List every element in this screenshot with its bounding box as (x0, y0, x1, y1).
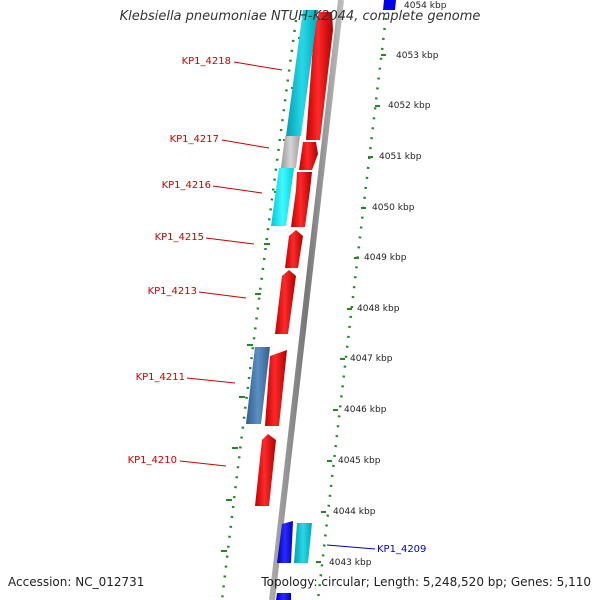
scale-label: 4050 kbp (372, 203, 415, 213)
gene-label-kp1-4209[interactable]: KP1_4209 (377, 544, 426, 555)
scale-label: 4043 kbp (329, 558, 372, 568)
gene-label-kp1-4215[interactable]: KP1_4215 (155, 232, 204, 243)
gene-feature-4209 (277, 521, 293, 563)
gene-label-kp1-4213[interactable]: KP1_4213 (148, 286, 197, 297)
gene-label-kp1-4216[interactable]: KP1_4216 (162, 180, 211, 191)
gene-feature-4216 (271, 168, 294, 226)
gene-feature-bottom-blue (276, 593, 291, 600)
gene-feature-4209-cyan (294, 523, 312, 563)
outer-ring-ticks (316, 54, 386, 563)
scale-label: 4052 kbp (388, 101, 431, 111)
gene-feature-4211 (246, 347, 270, 424)
scale-label: 4051 kbp (379, 152, 422, 162)
cds-feature-4216 (291, 172, 312, 227)
gene-feature-top-blue (383, 0, 396, 10)
accession-label: Accession: NC_012731 (8, 575, 145, 589)
gene-label-kp1-4217[interactable]: KP1_4217 (170, 134, 219, 145)
inner-ring-ticks (221, 37, 304, 552)
gene-label-kp1-4210[interactable]: KP1_4210 (128, 455, 177, 466)
gene-leader-lines (179, 61, 376, 550)
cds-feature-4212 (265, 350, 287, 426)
scale-label: 4044 kbp (333, 507, 376, 517)
cds-feature-4213 (275, 270, 296, 334)
scale-label: 4054 kbp (404, 1, 447, 11)
cds-feature-4210 (255, 434, 276, 506)
cds-feature-4218 (306, 12, 333, 140)
scale-label: 4048 kbp (357, 304, 400, 314)
gene-label-kp1-4211[interactable]: KP1_4211 (136, 372, 185, 383)
scale-label: 4045 kbp (338, 456, 381, 466)
scale-label: 4053 kbp (396, 51, 439, 61)
genome-summary: Topology: circular; Length: 5,248,520 bp… (261, 575, 591, 589)
scale-label: 4047 kbp (350, 354, 393, 364)
gene-feature-4218 (286, 10, 318, 136)
scale-labels: 4054 kbp 4053 kbp 4052 kbp 4051 kbp 4050… (329, 1, 447, 568)
genome-backbone (269, 0, 344, 600)
cds-feature-4217 (299, 142, 318, 170)
gene-feature-4217 (281, 136, 300, 168)
scale-label: 4046 kbp (344, 405, 387, 415)
genome-title: Klebsiella pneumoniae NTUH-K2044, comple… (119, 9, 481, 24)
scale-label: 4049 kbp (364, 253, 407, 263)
gene-label-kp1-4218[interactable]: KP1_4218 (182, 56, 231, 67)
cds-feature-4215 (285, 230, 303, 268)
gene-labels: KP1_4218 KP1_4217 KP1_4216 KP1_4215 KP1_… (128, 56, 427, 555)
